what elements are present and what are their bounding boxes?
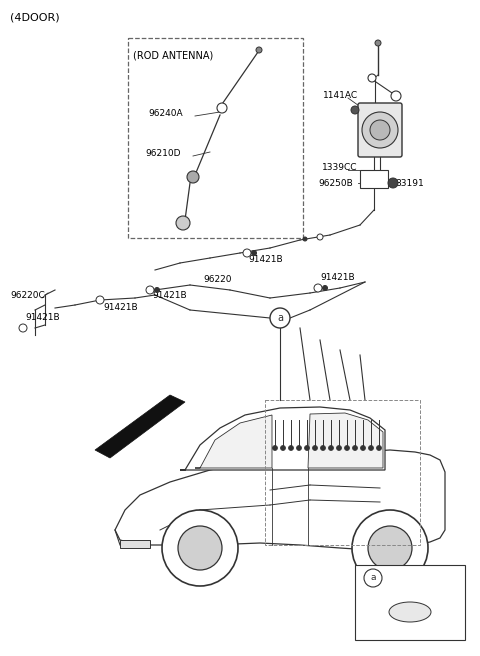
Circle shape	[360, 445, 365, 451]
Text: a: a	[277, 313, 283, 323]
Circle shape	[297, 445, 301, 451]
Circle shape	[96, 296, 104, 304]
Circle shape	[388, 178, 398, 188]
Text: 96220: 96220	[204, 276, 232, 285]
Circle shape	[304, 445, 310, 451]
Circle shape	[364, 569, 382, 587]
Circle shape	[328, 445, 334, 451]
Polygon shape	[308, 413, 383, 468]
Circle shape	[370, 120, 390, 140]
Text: 1339CC: 1339CC	[322, 163, 358, 173]
Text: 96240A: 96240A	[148, 108, 182, 117]
Circle shape	[345, 445, 349, 451]
Circle shape	[369, 445, 373, 451]
Text: 91421B: 91421B	[152, 291, 187, 300]
Ellipse shape	[389, 602, 431, 622]
Circle shape	[376, 445, 382, 451]
Circle shape	[352, 445, 358, 451]
Circle shape	[375, 40, 381, 46]
Circle shape	[323, 285, 327, 291]
Bar	[120, 540, 150, 548]
Text: 1141AC: 1141AC	[323, 91, 358, 100]
Polygon shape	[195, 415, 272, 468]
Circle shape	[187, 171, 199, 183]
Bar	[355, 565, 465, 640]
Circle shape	[280, 445, 286, 451]
Text: 91421B: 91421B	[103, 304, 138, 312]
Polygon shape	[180, 407, 385, 470]
Circle shape	[243, 249, 251, 257]
Circle shape	[270, 308, 290, 328]
Circle shape	[362, 112, 398, 148]
FancyBboxPatch shape	[358, 103, 402, 157]
Circle shape	[368, 526, 412, 570]
Circle shape	[256, 47, 262, 53]
Text: 85864: 85864	[387, 573, 422, 583]
Circle shape	[352, 510, 428, 586]
Circle shape	[321, 445, 325, 451]
Circle shape	[176, 216, 190, 230]
Bar	[265, 400, 420, 545]
Circle shape	[351, 106, 359, 114]
Polygon shape	[95, 395, 185, 458]
Circle shape	[217, 103, 227, 113]
Text: 96220C: 96220C	[10, 291, 45, 300]
Text: 83191: 83191	[395, 178, 424, 188]
Circle shape	[391, 91, 401, 101]
Circle shape	[368, 74, 376, 82]
Circle shape	[314, 284, 322, 292]
Circle shape	[146, 286, 154, 294]
Text: 91421B: 91421B	[248, 255, 283, 264]
Circle shape	[303, 237, 307, 241]
Circle shape	[273, 445, 277, 451]
Text: a: a	[370, 573, 376, 583]
Circle shape	[312, 445, 317, 451]
Text: 91421B: 91421B	[320, 274, 355, 283]
Circle shape	[162, 510, 238, 586]
Circle shape	[288, 445, 293, 451]
Circle shape	[317, 234, 323, 240]
Bar	[360, 170, 388, 188]
Circle shape	[178, 526, 222, 570]
Text: 91421B: 91421B	[25, 314, 60, 323]
Circle shape	[252, 251, 256, 255]
Text: (ROD ANTENNA): (ROD ANTENNA)	[133, 50, 213, 60]
Text: 96210D: 96210D	[145, 148, 180, 157]
Circle shape	[336, 445, 341, 451]
Polygon shape	[115, 450, 445, 550]
Circle shape	[19, 324, 27, 332]
Text: (4DOOR): (4DOOR)	[10, 13, 60, 23]
Bar	[128, 38, 303, 238]
Circle shape	[155, 287, 159, 293]
Text: 96250B: 96250B	[318, 178, 353, 188]
